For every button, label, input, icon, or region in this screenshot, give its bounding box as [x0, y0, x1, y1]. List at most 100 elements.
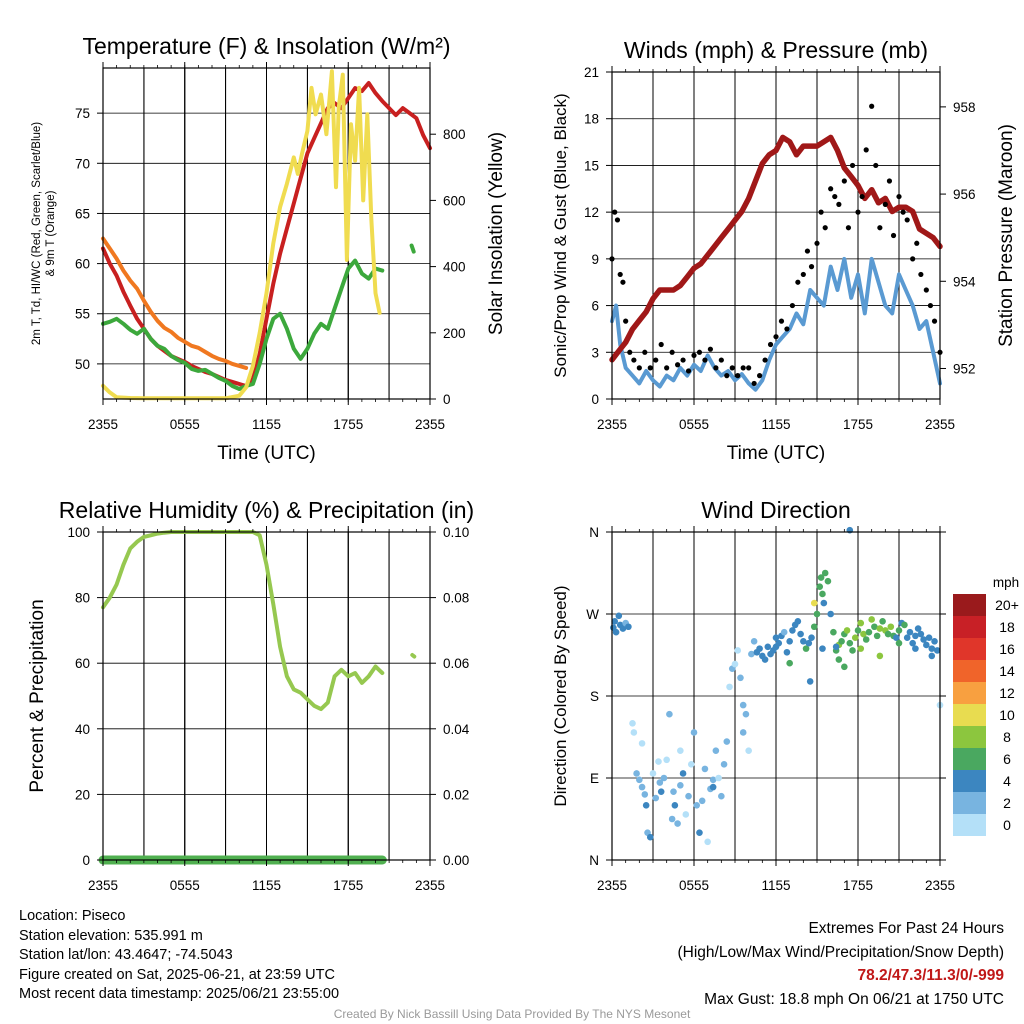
series-line	[409, 243, 416, 254]
legend-swatch	[953, 660, 986, 682]
wind-direction-point	[892, 634, 900, 641]
x-tick-label: 2355	[597, 878, 627, 893]
extremes-info: Extremes For Past 24 Hours (High/Low/Max…	[678, 917, 1005, 1011]
wind-direction-point	[748, 650, 755, 658]
series-line	[101, 69, 382, 401]
y2-axis-label: Station Pressure (Maroon)	[996, 124, 1017, 347]
y2-tick-label: 956	[953, 187, 976, 202]
wind-direction-point	[810, 623, 818, 631]
data-point	[896, 193, 902, 200]
x-tick-label: 1755	[843, 878, 873, 893]
wind-direction-point	[802, 645, 810, 652]
legend-swatch	[953, 616, 986, 638]
wind-direction-point	[887, 623, 895, 631]
wind-direction-point	[835, 656, 843, 663]
series-line	[410, 653, 417, 659]
legend-swatch	[953, 792, 986, 814]
wind-direction-point	[917, 630, 925, 638]
series-line	[609, 134, 943, 363]
y-tick-label: 6	[591, 299, 599, 314]
data-point	[685, 368, 692, 374]
legend-swatch	[953, 594, 986, 616]
data-point	[773, 334, 779, 340]
extremes-title: Extremes For Past 24 Hours	[808, 920, 1004, 937]
data-point	[627, 349, 633, 355]
wind-direction-point	[611, 617, 619, 625]
y2-axis-label: Solar Insolation (Yellow)	[486, 132, 507, 335]
wind-direction-point	[761, 656, 769, 663]
data-point	[718, 357, 724, 363]
y-tick-label: 9	[591, 252, 599, 267]
data-point	[818, 209, 824, 215]
wind-direction-point	[805, 639, 813, 647]
y-tick-label: 21	[584, 65, 599, 80]
wind-direction-point	[884, 630, 892, 638]
wind-direction-point	[638, 783, 646, 791]
data-point	[757, 373, 763, 379]
wind-direction-point	[775, 639, 783, 647]
wind-direction-point	[906, 628, 914, 636]
data-point	[612, 209, 618, 215]
wind-direction-point	[701, 765, 709, 773]
data-point	[828, 186, 834, 192]
data-point	[910, 256, 916, 262]
x-tick-label: 1155	[761, 878, 790, 893]
data-point	[849, 162, 856, 169]
wind-direction-point	[895, 627, 903, 634]
wind-direction-point	[920, 636, 927, 643]
wind-direction-point	[625, 623, 632, 631]
data-point	[623, 318, 629, 324]
wind-direction-point	[797, 630, 804, 638]
wind-direction-point	[677, 747, 684, 754]
data-point	[841, 178, 847, 184]
y-tick-label: 20	[75, 787, 90, 802]
extremes-subtitle: (High/Low/Max Wind/Precipitation/Snow De…	[677, 943, 1005, 961]
wind-direction-point	[876, 625, 884, 632]
legend-label: 2	[1003, 795, 1011, 811]
wind-direction-point	[715, 774, 722, 782]
y-tick-label: 65	[75, 206, 90, 221]
y-tick-label: 70	[75, 156, 90, 171]
x-tick-label: 1755	[333, 417, 363, 432]
data-point	[795, 279, 801, 285]
wind-direction-point	[615, 612, 623, 620]
y2-tick-label: 600	[443, 193, 466, 208]
y-axis-label: Sonic/Prop Wind & Gust (Blue, Black)	[551, 93, 570, 377]
y-tick-label: 60	[75, 257, 90, 272]
wind-direction-point	[912, 632, 919, 640]
chart-title: Temperature (F) & Insolation (W/m²)	[82, 33, 450, 59]
wind-direction-point	[819, 590, 826, 598]
wind-direction-point	[693, 802, 701, 809]
wind-direction-point	[674, 820, 681, 827]
y2-tick-label: 0.04	[443, 722, 470, 737]
wind-direction-point	[819, 645, 826, 652]
x-tick-label: 1155	[252, 878, 281, 893]
data-point	[855, 209, 861, 215]
wind-direction-point	[783, 648, 791, 656]
data-point	[886, 178, 893, 184]
wind-direction-point	[723, 738, 731, 745]
wind-direction-point	[786, 638, 793, 645]
y-tick-label: W	[586, 607, 599, 622]
data-point	[691, 352, 697, 358]
chart-wind: 2355 0555 1155 1755 2355 0 3 6 9 12 15 18 21 952 954 95…	[551, 37, 1017, 464]
wind-direction-point	[860, 630, 867, 638]
wind-direction-point	[630, 729, 638, 736]
location-text: Location: Piseco	[19, 908, 126, 924]
data-point	[653, 357, 659, 363]
wind-direction-point	[690, 729, 698, 736]
wind-direction-point	[806, 678, 814, 685]
wind-direction-point	[649, 770, 657, 777]
legend-label: 20+	[995, 597, 1019, 613]
wind-direction-point	[816, 583, 824, 590]
data-point	[784, 326, 790, 332]
y-tick-label: 55	[75, 307, 90, 322]
legend-swatch	[953, 638, 986, 660]
y-tick-label: 15	[584, 158, 599, 173]
data-point	[859, 193, 865, 200]
legend-label: 10	[999, 707, 1015, 723]
data-point	[746, 365, 752, 371]
y-tick-label: E	[590, 771, 599, 786]
data-point	[658, 341, 664, 348]
data-point	[900, 209, 906, 215]
